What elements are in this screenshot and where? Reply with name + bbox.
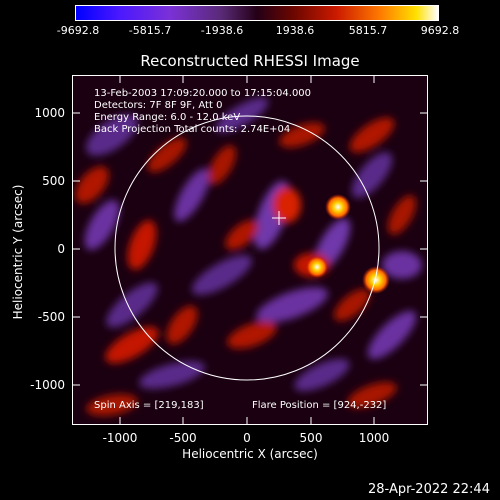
- colorbar: [75, 5, 439, 21]
- axis-ticks: [72, 75, 428, 425]
- timestamp: 28-Apr-2022 22:44: [368, 482, 490, 497]
- flare-position-label: Flare Position = [924,-232]: [252, 400, 387, 411]
- colorbar-tick-label: -9692.8: [56, 24, 100, 37]
- x-tick-label: -1000: [102, 431, 138, 445]
- plot-title: Reconstructed RHESSI Image: [140, 52, 360, 70]
- x-tick-label: 500: [299, 431, 323, 445]
- y-tick-label: 500: [42, 174, 65, 188]
- rhessi-image-plot: [72, 75, 428, 425]
- spin-axis-label: Spin Axis = [219,183]: [94, 400, 204, 411]
- flare-source: [362, 266, 390, 294]
- colorbar-tick-label: 1938.6: [275, 24, 315, 37]
- solar-limb-circle: [114, 115, 380, 381]
- colorbar-tick-label: -5815.7: [128, 24, 172, 37]
- info-time-range: 13-Feb-2003 17:09:20.000 to 17:15:04.000: [94, 88, 312, 99]
- info-energy-range: Energy Range: 6.0 - 12.0 keV: [94, 112, 241, 123]
- y-tick-label: -500: [37, 310, 65, 324]
- y-tick-label: 0: [57, 242, 65, 256]
- info-method-counts: Back Projection Total counts: 2.74E+04: [94, 124, 291, 135]
- y-axis-label: Heliocentric Y (arcsec): [11, 184, 25, 320]
- colorbar-tick-label: 9692.8: [420, 24, 460, 37]
- x-axis-label: Heliocentric X (arcsec): [182, 447, 318, 461]
- bright-source: [325, 194, 351, 220]
- info-detectors: Detectors: 7F 8F 9F, Att 0: [94, 100, 223, 111]
- spin-axis-marker: [272, 211, 286, 225]
- colorbar-tick-label: 5815.7: [348, 24, 388, 37]
- y-tick-label: 1000: [34, 106, 65, 120]
- y-tick-label: -1000: [30, 378, 65, 392]
- plot-frame: [72, 75, 428, 425]
- colorbar-tick-label: -1938.6: [200, 24, 244, 37]
- x-tick-label: -500: [169, 431, 197, 445]
- emission-pattern: [75, 97, 422, 416]
- x-tick-label: 0: [243, 431, 251, 445]
- bright-source: [306, 256, 328, 278]
- x-tick-label: 1000: [358, 431, 390, 445]
